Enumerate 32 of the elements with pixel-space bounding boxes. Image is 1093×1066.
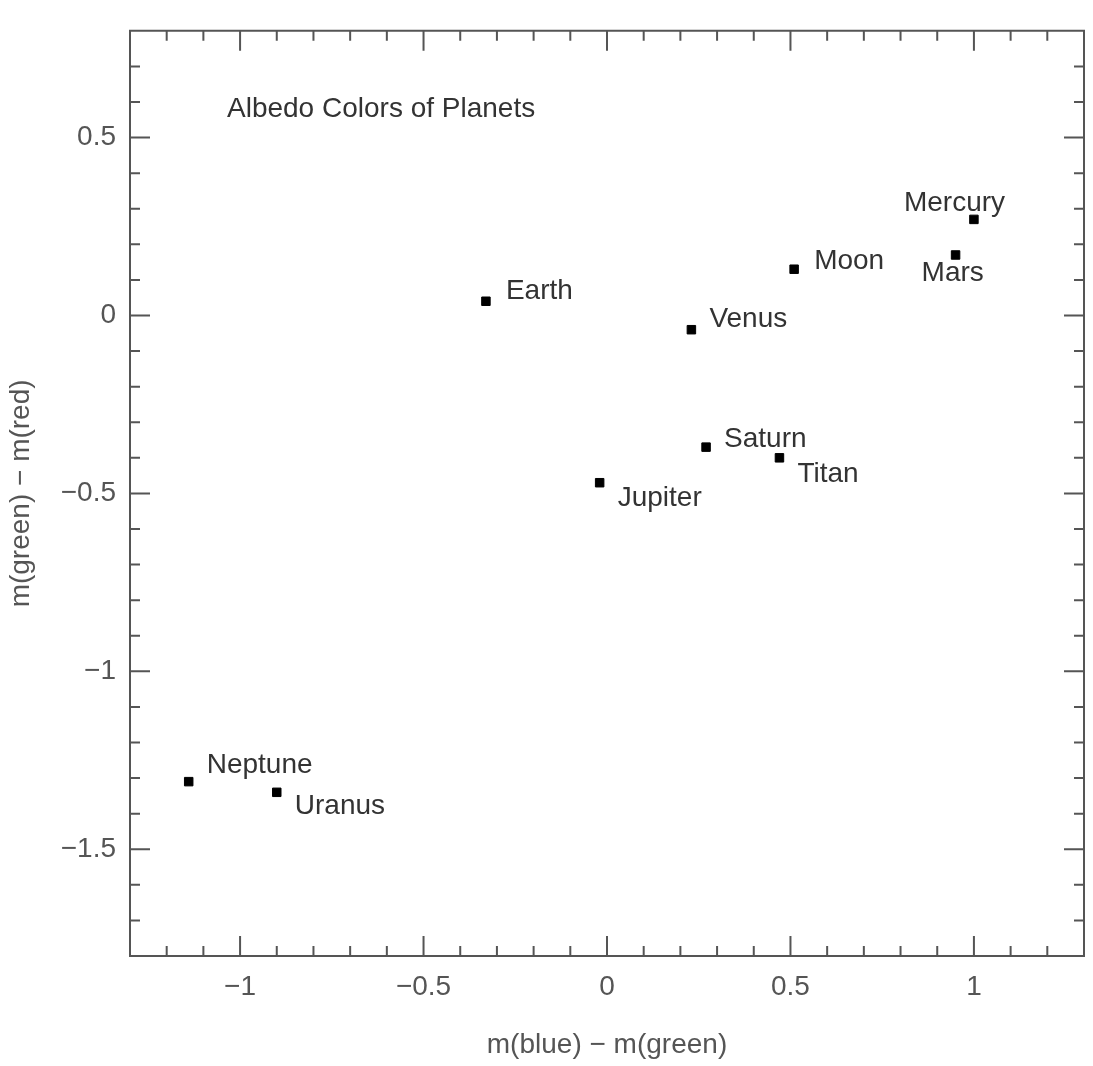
annotation: Neptune [206, 748, 313, 780]
x-tick-label: 1 [966, 969, 982, 1001]
y-axis-title: m(green) − m(red) [3, 379, 35, 608]
point [481, 296, 491, 306]
point [272, 787, 282, 798]
text: Albedo Colors of Planets [227, 91, 536, 123]
x-tick-label: 0.5 [770, 969, 810, 1001]
point [789, 264, 799, 274]
x-tick-label: −0.5 [395, 969, 452, 1001]
annotation: Saturn [724, 421, 807, 453]
annotation: Mercury [903, 186, 1006, 218]
annotation: Mars [921, 255, 984, 287]
point [950, 250, 961, 260]
point [183, 776, 194, 787]
x-tick-label: 0 [599, 969, 615, 1001]
annotation: Venus [709, 302, 788, 334]
annotation: Earth [505, 273, 573, 305]
x-tick-label: −1 [224, 969, 257, 1001]
y-tick-label: 0.5 [77, 120, 116, 152]
y-tick-label: −1 [84, 654, 116, 686]
annotation: Uranus [294, 789, 386, 821]
point [686, 324, 697, 335]
point [701, 442, 711, 452]
point [774, 453, 785, 463]
y-tick-label: −1.5 [60, 831, 116, 863]
annotation: Jupiter [617, 481, 702, 513]
annotation: Moon [814, 243, 885, 275]
point [594, 477, 605, 488]
y-tick-label: 0 [100, 298, 116, 330]
x-axis-title: m(blue) − m(green) [486, 1027, 728, 1059]
annotation: Titan [797, 456, 859, 488]
y-tick-label: −0.5 [60, 476, 116, 508]
